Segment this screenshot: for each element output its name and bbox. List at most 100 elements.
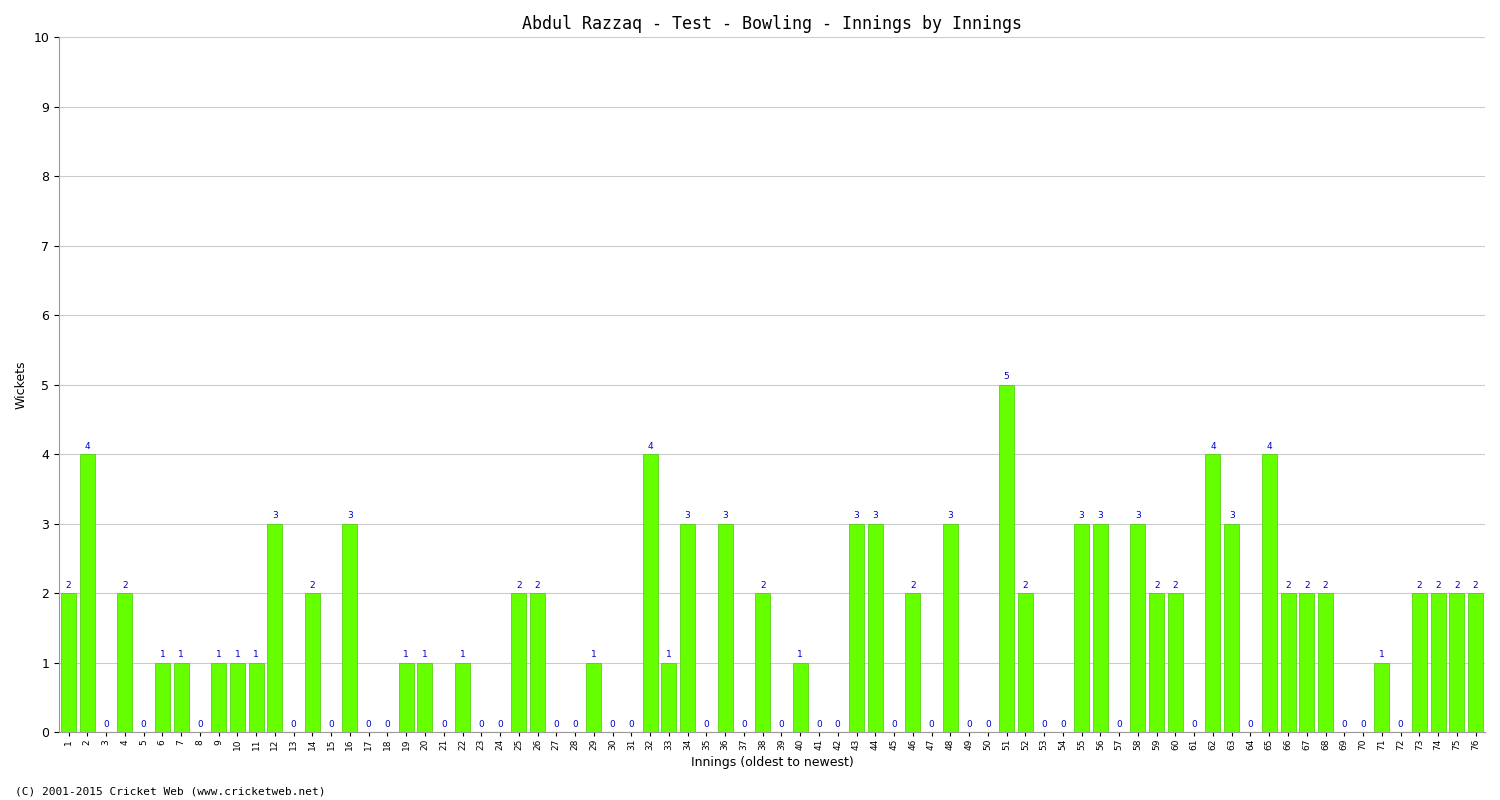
Text: 3: 3 <box>723 511 728 520</box>
Bar <box>1468 593 1484 732</box>
Text: 5: 5 <box>1004 372 1010 381</box>
Text: 0: 0 <box>986 719 990 729</box>
Bar <box>62 593 76 732</box>
Bar <box>1374 662 1389 732</box>
Text: 0: 0 <box>366 719 372 729</box>
Bar <box>530 593 544 732</box>
Text: 0: 0 <box>441 719 447 729</box>
Bar <box>1412 593 1426 732</box>
Title: Abdul Razzaq - Test - Bowling - Innings by Innings: Abdul Razzaq - Test - Bowling - Innings … <box>522 15 1022 33</box>
Bar <box>80 454 94 732</box>
Bar <box>1449 593 1464 732</box>
Bar <box>417 662 432 732</box>
Bar <box>662 662 676 732</box>
Text: 1: 1 <box>404 650 410 659</box>
Text: 2: 2 <box>516 581 522 590</box>
Text: 4: 4 <box>1266 442 1272 450</box>
Bar <box>1019 593 1034 732</box>
Bar <box>944 524 958 732</box>
Text: 0: 0 <box>291 719 297 729</box>
Bar <box>174 662 189 732</box>
Text: 0: 0 <box>1116 719 1122 729</box>
Bar <box>792 662 807 732</box>
Text: 1: 1 <box>1378 650 1384 659</box>
Bar <box>906 593 921 732</box>
Text: 0: 0 <box>328 719 334 729</box>
Bar <box>586 662 602 732</box>
Text: 1: 1 <box>254 650 260 659</box>
Text: 0: 0 <box>1248 719 1254 729</box>
Text: 4: 4 <box>648 442 652 450</box>
Bar <box>1224 524 1239 732</box>
Text: 1: 1 <box>459 650 465 659</box>
Text: 1: 1 <box>216 650 222 659</box>
Text: 2: 2 <box>534 581 540 590</box>
Text: 0: 0 <box>928 719 934 729</box>
Text: 1: 1 <box>798 650 802 659</box>
Text: 0: 0 <box>141 719 147 729</box>
Text: 0: 0 <box>478 719 484 729</box>
Text: 0: 0 <box>554 719 560 729</box>
Text: 0: 0 <box>496 719 502 729</box>
Text: 0: 0 <box>704 719 710 729</box>
Bar <box>154 662 170 732</box>
Text: 0: 0 <box>1341 719 1347 729</box>
Text: 3: 3 <box>1098 511 1104 520</box>
Bar <box>304 593 320 732</box>
Text: 0: 0 <box>572 719 578 729</box>
Bar <box>1131 524 1146 732</box>
Bar <box>1206 454 1221 732</box>
Bar <box>717 524 732 732</box>
Text: 1: 1 <box>422 650 428 659</box>
Text: 1: 1 <box>591 650 597 659</box>
Bar <box>1299 593 1314 732</box>
Bar <box>1431 593 1446 732</box>
Text: 0: 0 <box>1398 719 1404 729</box>
Bar <box>849 524 864 732</box>
X-axis label: Innings (oldest to newest): Innings (oldest to newest) <box>690 756 853 769</box>
Bar <box>1281 593 1296 732</box>
Text: 2: 2 <box>1023 581 1028 590</box>
Text: 0: 0 <box>1191 719 1197 729</box>
Text: 2: 2 <box>1436 581 1442 590</box>
Text: 3: 3 <box>1228 511 1234 520</box>
Text: 0: 0 <box>836 719 840 729</box>
Text: 2: 2 <box>1173 581 1179 590</box>
Bar <box>642 454 657 732</box>
Bar <box>1168 593 1184 732</box>
Text: 0: 0 <box>384 719 390 729</box>
Text: 0: 0 <box>891 719 897 729</box>
Bar <box>1094 524 1108 732</box>
Bar <box>1074 524 1089 732</box>
Bar <box>754 593 770 732</box>
Text: 1: 1 <box>666 650 672 659</box>
Text: 0: 0 <box>104 719 110 729</box>
Y-axis label: Wickets: Wickets <box>15 361 28 409</box>
Text: 2: 2 <box>1323 581 1329 590</box>
Text: 3: 3 <box>948 511 952 520</box>
Text: 1: 1 <box>234 650 240 659</box>
Text: 2: 2 <box>1286 581 1292 590</box>
Text: 2: 2 <box>122 581 128 590</box>
Bar <box>230 662 244 732</box>
Text: 2: 2 <box>1416 581 1422 590</box>
Bar <box>1318 593 1334 732</box>
Bar <box>512 593 526 732</box>
Bar <box>454 662 470 732</box>
Bar <box>868 524 883 732</box>
Text: 0: 0 <box>816 719 822 729</box>
Text: 0: 0 <box>1360 719 1366 729</box>
Text: 4: 4 <box>1210 442 1216 450</box>
Text: 1: 1 <box>178 650 184 659</box>
Text: 2: 2 <box>66 581 72 590</box>
Text: (C) 2001-2015 Cricket Web (www.cricketweb.net): (C) 2001-2015 Cricket Web (www.cricketwe… <box>15 786 326 796</box>
Text: 4: 4 <box>84 442 90 450</box>
Text: 0: 0 <box>741 719 747 729</box>
Text: 3: 3 <box>1078 511 1084 520</box>
Text: 3: 3 <box>346 511 352 520</box>
Text: 1: 1 <box>159 650 165 659</box>
Bar <box>117 593 132 732</box>
Bar <box>211 662 226 732</box>
Text: 0: 0 <box>1041 719 1047 729</box>
Text: 2: 2 <box>1454 581 1460 590</box>
